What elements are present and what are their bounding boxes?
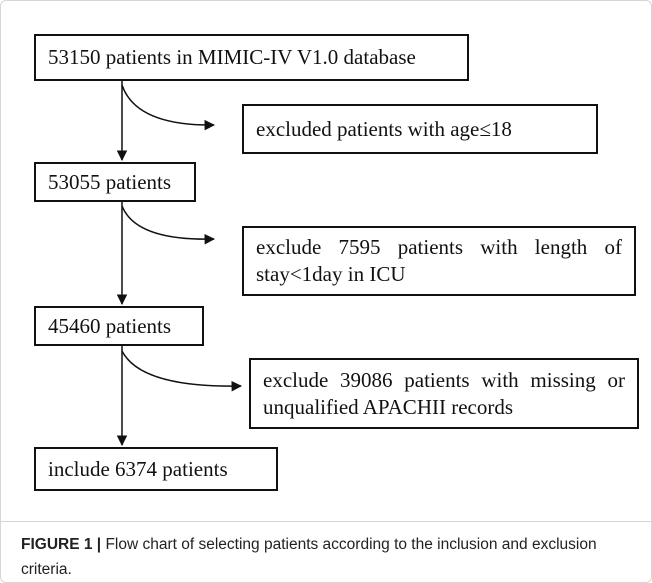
flow-box: excluded patients with age≤18 — [242, 104, 598, 154]
flow-box: 45460 patients — [34, 306, 204, 346]
box-text: 45460 patients — [48, 313, 172, 338]
caption-label: FIGURE 1 | — [21, 536, 102, 553]
flow-box: include 6374 patients — [34, 447, 278, 491]
caption: FIGURE 1 | Flow chart of selecting patie… — [21, 532, 631, 582]
box-text: 53055 patients — [48, 169, 172, 194]
arrow — [121, 350, 243, 392]
box-text: 53150 patients in MIMIC-IV V1.0 database — [48, 45, 416, 69]
arrows — [116, 81, 243, 447]
arrow — [121, 205, 216, 245]
box-text: exclude 7595 patients with length of — [256, 235, 622, 259]
box-text: unqualified APACHII records — [263, 394, 514, 419]
flow-box: exclude 7595 patients with length of stay… — [242, 226, 636, 296]
flow-box: 53150 patients in MIMIC-IV V1.0 database — [34, 34, 469, 81]
separator — [1, 521, 651, 522]
box-text: excluded patients with age≤18 — [256, 116, 512, 141]
box-text: include 6374 patients — [48, 456, 228, 481]
arrow — [121, 84, 216, 131]
flow-box: 53055 patients — [34, 162, 196, 202]
box-text: stay<1day in ICU — [256, 262, 406, 286]
box-text: exclude 39086 patients with missing or — [263, 367, 625, 392]
caption-text: Flow chart of selecting patients accordi… — [21, 536, 597, 578]
flow-box: exclude 39086 patients with missing or un… — [249, 358, 639, 429]
